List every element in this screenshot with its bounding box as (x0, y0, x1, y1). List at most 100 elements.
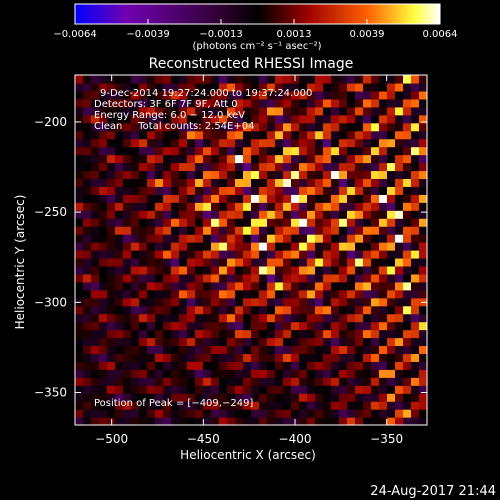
heatmap-cell (347, 353, 356, 362)
heatmap-cell (179, 329, 188, 339)
axis-ticks: −500 −450 −400 −350−200−250−300−350 (34, 75, 427, 446)
heatmap-cell (211, 154, 220, 164)
heatmap-cell (419, 106, 427, 116)
heatmap-cell (195, 226, 204, 235)
heatmap-cell (355, 265, 364, 275)
heatmap-cell (419, 289, 427, 299)
heatmap-cell (107, 353, 116, 362)
heatmap-cell (243, 417, 252, 425)
heatmap-cell (251, 385, 260, 394)
heatmap-cell (131, 361, 140, 370)
heatmap-cell (219, 265, 228, 275)
heatmap-cell (331, 321, 340, 331)
heatmap-cell (283, 210, 292, 219)
heatmap-cell (91, 114, 100, 124)
heatmap-cell (355, 313, 364, 323)
heatmap-cell (131, 114, 140, 124)
heatmap-cell (131, 170, 140, 180)
heatmap-cell (171, 242, 180, 251)
heatmap-cell (187, 313, 196, 323)
heatmap-cell (387, 154, 396, 164)
heatmap-cell (419, 234, 427, 243)
heatmap-cell (371, 345, 380, 355)
heatmap-cell (395, 377, 404, 386)
heatmap-cell (291, 345, 300, 355)
heatmap-cell (411, 242, 420, 251)
heatmap-cell (379, 170, 388, 180)
heatmap-cell (323, 218, 332, 227)
heatmap-cell (259, 122, 268, 132)
heatmap-cell (267, 401, 276, 410)
heatmap-cell (395, 250, 404, 259)
heatmap-cell (307, 409, 316, 418)
heatmap-cell (75, 82, 84, 92)
heatmap-cell (211, 98, 220, 108)
heatmap-cell (123, 409, 132, 418)
heatmap-cell (339, 329, 348, 339)
heatmap-cell (379, 114, 388, 124)
heatmap-cell (267, 345, 276, 355)
heatmap-cell (155, 170, 164, 180)
heatmap-cell (251, 138, 260, 148)
heatmap-cell (91, 90, 100, 100)
heatmap-cell (227, 321, 236, 331)
heatmap-cell (275, 377, 284, 386)
heatmap-cell (267, 114, 276, 124)
heatmap-cell (227, 178, 236, 187)
heatmap-cell (307, 90, 316, 100)
heatmap-cell (171, 226, 180, 235)
heatmap-cell (355, 242, 364, 251)
heatmap-cell (419, 98, 427, 108)
heatmap-cell (203, 257, 212, 267)
heatmap-cell (83, 417, 92, 425)
heatmap-cell (339, 265, 348, 275)
heatmap-cell (379, 98, 388, 108)
heatmap-cell (75, 329, 84, 339)
heatmap-cell (179, 353, 188, 362)
heatmap-cell (315, 409, 324, 418)
heatmap-cell (299, 90, 308, 100)
heatmap-cell (243, 82, 252, 92)
heatmap-cell (235, 122, 244, 132)
heatmap-cell (179, 218, 188, 227)
heatmap-cell (123, 297, 132, 307)
heatmap-cell (91, 337, 100, 347)
heatmap-cell (347, 305, 356, 315)
heatmap-cell (379, 90, 388, 100)
heatmap-cell (131, 281, 140, 291)
heatmap-cell (83, 138, 92, 148)
heatmap-cell (131, 138, 140, 148)
heatmap-cell (339, 98, 348, 108)
heatmap-cell (323, 146, 332, 156)
heatmap-cell (155, 138, 164, 148)
heatmap-cell (195, 170, 204, 180)
heatmap-cell (139, 305, 148, 315)
heatmap-cell (203, 226, 212, 235)
heatmap-cell (219, 337, 228, 347)
peak-position-label: Position of Peak = [−409,−249] (94, 398, 253, 409)
heatmap-cell (107, 393, 116, 402)
heatmap-cell (123, 250, 132, 259)
heatmap-cell (203, 154, 212, 164)
heatmap-cell (323, 210, 332, 219)
colorbar-tick-label: −0.0039 (126, 29, 169, 40)
heatmap-cell (123, 281, 132, 291)
heatmap-cell (363, 345, 372, 355)
heatmap-cell (203, 242, 212, 251)
heatmap-cell (139, 82, 148, 92)
heatmap-cell (115, 154, 124, 164)
heatmap-cell (107, 218, 116, 227)
heatmap-cell (379, 257, 388, 267)
heatmap-cell (155, 114, 164, 124)
heatmap-cell (203, 297, 212, 307)
heatmap-cell (259, 401, 268, 410)
heatmap-cell (411, 250, 420, 259)
heatmap-cell (371, 329, 380, 339)
heatmap-cell (163, 210, 172, 219)
heatmap-cell (291, 82, 300, 92)
heatmap-cell (99, 218, 108, 227)
heatmap-cell (299, 369, 308, 378)
heatmap-cell (251, 289, 260, 299)
heatmap-cell (99, 353, 108, 362)
heatmap-cell (371, 186, 380, 195)
